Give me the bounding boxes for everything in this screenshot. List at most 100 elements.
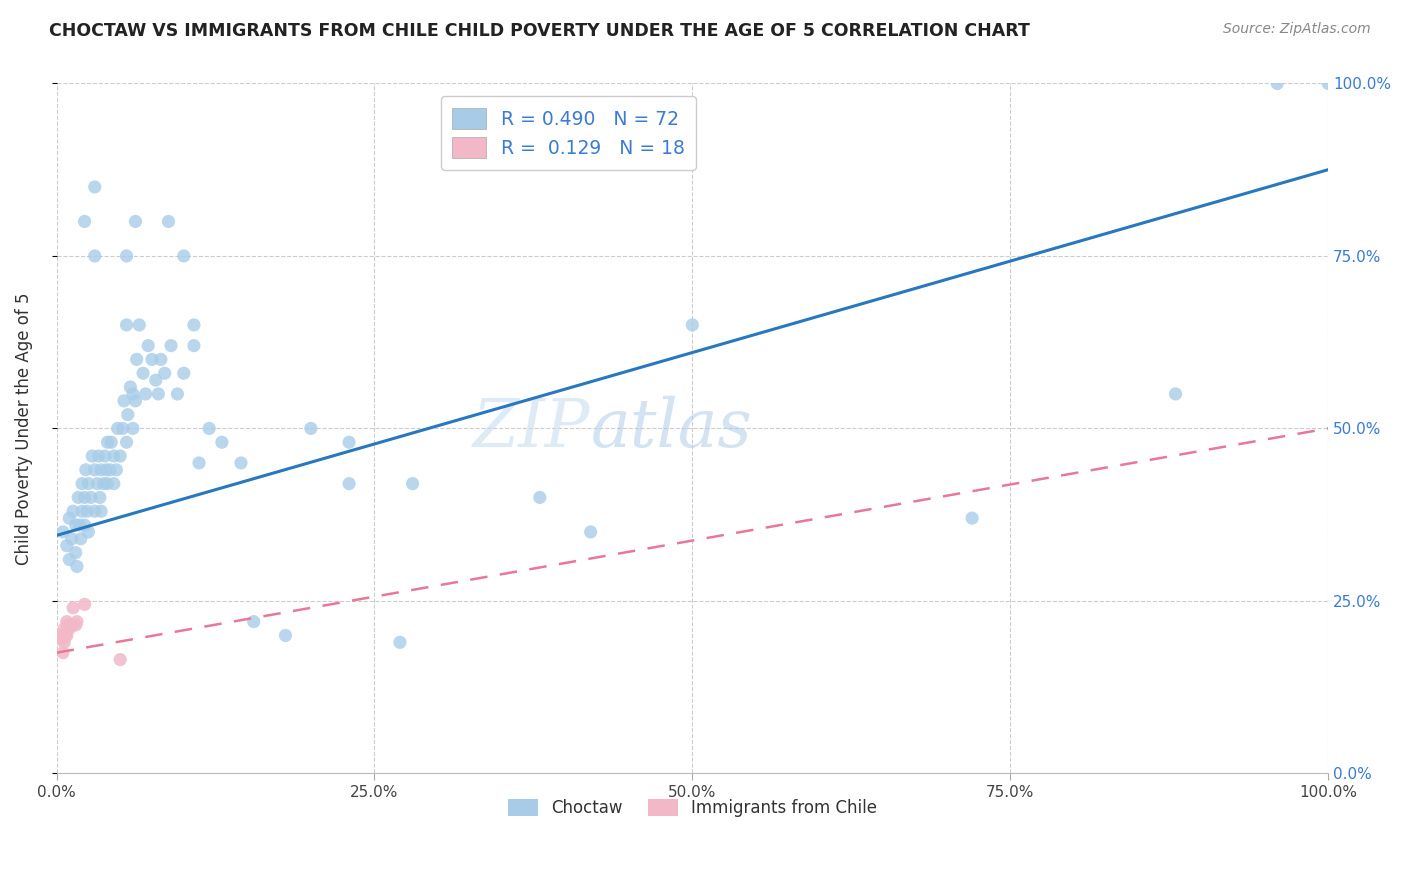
Point <box>89 491 111 505</box>
Point <box>135 387 157 401</box>
Point <box>183 338 205 352</box>
Point <box>299 421 322 435</box>
Point <box>183 318 205 332</box>
Point <box>83 463 105 477</box>
Point <box>124 214 146 228</box>
Point <box>93 476 115 491</box>
Point <box>111 421 134 435</box>
Point <box>166 387 188 401</box>
Point <box>52 524 75 539</box>
Point <box>122 421 145 435</box>
Point <box>83 180 105 194</box>
Point <box>148 387 170 401</box>
Point <box>117 408 139 422</box>
Point <box>58 618 80 632</box>
Point <box>388 635 411 649</box>
Point <box>401 476 423 491</box>
Point <box>49 632 72 646</box>
Point <box>122 387 145 401</box>
Text: atlas: atlas <box>591 396 752 461</box>
Point <box>62 504 84 518</box>
Point <box>115 318 138 332</box>
Point <box>132 366 155 380</box>
Point <box>153 366 176 380</box>
Point <box>90 504 112 518</box>
Point <box>136 338 159 352</box>
Point <box>98 463 121 477</box>
Point <box>83 249 105 263</box>
Point <box>86 476 108 491</box>
Point <box>960 511 983 525</box>
Point <box>58 511 80 525</box>
Point <box>65 618 87 632</box>
Point <box>173 249 195 263</box>
Point <box>70 504 93 518</box>
Point <box>337 435 360 450</box>
Point <box>73 518 96 533</box>
Point <box>1164 387 1187 401</box>
Point <box>96 463 118 477</box>
Y-axis label: Child Poverty Under the Age of 5: Child Poverty Under the Age of 5 <box>15 293 32 565</box>
Point <box>69 518 91 533</box>
Point <box>75 463 97 477</box>
Point <box>65 518 87 533</box>
Point <box>77 524 100 539</box>
Point <box>1317 77 1340 91</box>
Point <box>229 456 252 470</box>
Point <box>77 476 100 491</box>
Point <box>108 449 131 463</box>
Point <box>51 628 73 642</box>
Point <box>60 532 83 546</box>
Point <box>73 214 96 228</box>
Point <box>96 435 118 450</box>
Point <box>94 449 117 463</box>
Point <box>579 524 602 539</box>
Point <box>198 421 221 435</box>
Point <box>274 628 297 642</box>
Point <box>55 628 77 642</box>
Point <box>70 476 93 491</box>
Point <box>160 338 183 352</box>
Point <box>87 449 110 463</box>
Point <box>66 615 89 629</box>
Point <box>73 491 96 505</box>
Point <box>55 615 77 629</box>
Legend: Choctaw, Immigrants from Chile: Choctaw, Immigrants from Chile <box>501 792 883 823</box>
Point <box>56 618 79 632</box>
Point <box>108 652 131 666</box>
Point <box>112 393 135 408</box>
Point <box>62 600 84 615</box>
Point <box>66 559 89 574</box>
Point <box>60 618 83 632</box>
Point <box>125 352 148 367</box>
Point <box>103 449 125 463</box>
Text: ZIP: ZIP <box>474 396 591 461</box>
Point <box>65 546 87 560</box>
Text: CHOCTAW VS IMMIGRANTS FROM CHILE CHILD POVERTY UNDER THE AGE OF 5 CORRELATION CH: CHOCTAW VS IMMIGRANTS FROM CHILE CHILD P… <box>49 22 1031 40</box>
Point <box>53 635 76 649</box>
Point <box>105 463 128 477</box>
Point <box>157 214 180 228</box>
Point <box>128 318 150 332</box>
Point <box>124 393 146 408</box>
Point <box>242 615 264 629</box>
Point <box>141 352 163 367</box>
Point <box>529 491 551 505</box>
Point <box>55 628 77 642</box>
Point <box>82 449 104 463</box>
Point <box>96 476 118 491</box>
Point <box>80 491 103 505</box>
Point <box>681 318 703 332</box>
Point <box>1265 77 1288 91</box>
Point <box>73 598 96 612</box>
Point <box>83 504 105 518</box>
Point <box>55 539 77 553</box>
Point <box>149 352 172 367</box>
Point <box>58 552 80 566</box>
Point <box>58 622 80 636</box>
Point <box>145 373 167 387</box>
Point <box>173 366 195 380</box>
Text: Source: ZipAtlas.com: Source: ZipAtlas.com <box>1223 22 1371 37</box>
Point <box>67 491 90 505</box>
Point <box>120 380 142 394</box>
